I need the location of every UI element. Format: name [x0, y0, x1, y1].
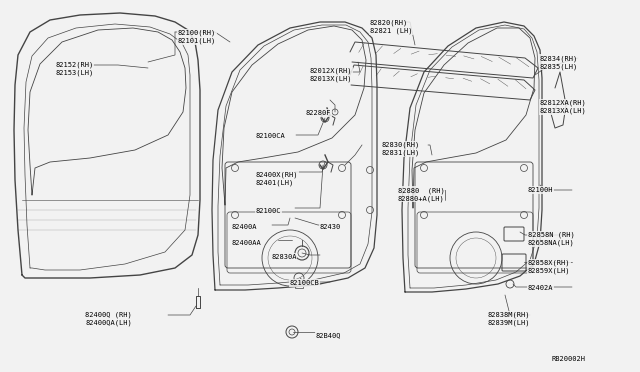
Text: 82400A: 82400A [232, 224, 257, 230]
Text: 82812XA(RH)
82813XA(LH): 82812XA(RH) 82813XA(LH) [540, 100, 587, 115]
Text: 82B40Q: 82B40Q [316, 332, 342, 338]
Text: 82858N (RH)
82658NA(LH): 82858N (RH) 82658NA(LH) [528, 232, 575, 247]
Text: 82834(RH)
82835(LH): 82834(RH) 82835(LH) [540, 55, 579, 70]
Text: 82400X(RH)
82401(LH): 82400X(RH) 82401(LH) [256, 172, 298, 186]
Text: 82838M(RH)
82839M(LH): 82838M(RH) 82839M(LH) [488, 312, 531, 327]
Text: 82280F: 82280F [306, 110, 332, 116]
Text: 82430: 82430 [320, 224, 341, 230]
Text: RB20002H: RB20002H [551, 356, 585, 362]
Text: 82100CB: 82100CB [290, 280, 320, 286]
Text: 82880  (RH)
82880+A(LH): 82880 (RH) 82880+A(LH) [398, 187, 445, 202]
Text: 82100(RH)
82101(LH): 82100(RH) 82101(LH) [178, 30, 216, 45]
Text: 82400Q (RH)
82400QA(LH): 82400Q (RH) 82400QA(LH) [85, 312, 132, 327]
Text: 82152(RH)
82153(LH): 82152(RH) 82153(LH) [55, 62, 93, 77]
Text: 82100C: 82100C [256, 208, 282, 214]
Bar [295, 282, 303, 288]
Text: 82402A: 82402A [528, 285, 554, 291]
Text: 82830(RH)
82831(LH): 82830(RH) 82831(LH) [382, 142, 420, 157]
Text: 82858X(RH)
82859X(LH): 82858X(RH) 82859X(LH) [528, 260, 570, 275]
Text: 82400AA: 82400AA [232, 240, 262, 246]
Text: 82100H: 82100H [528, 187, 554, 193]
Text: 82830A: 82830A [271, 254, 296, 260]
Text: 82820(RH)
82821 (LH): 82820(RH) 82821 (LH) [370, 20, 413, 35]
Text: 82012X(RH)
82013X(LH): 82012X(RH) 82013X(LH) [310, 68, 353, 83]
Text: 82100CA: 82100CA [256, 133, 285, 139]
